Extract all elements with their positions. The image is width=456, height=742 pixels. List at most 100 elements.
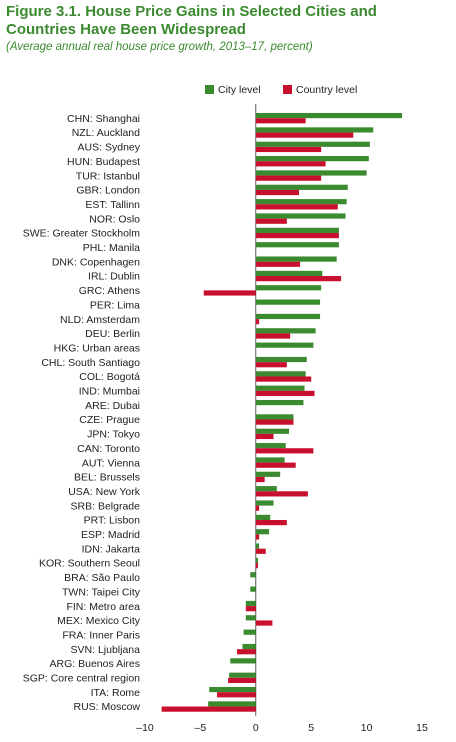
category-label-4: TUR: Istanbul (76, 170, 140, 182)
category-label-21: CZE: Prague (79, 414, 140, 426)
category-label-3: HUN: Budapest (67, 156, 140, 168)
category-label-5: GBR: London (76, 185, 140, 197)
bar-city-25 (255, 471, 281, 477)
category-label-18: COL: Bogotá (79, 371, 140, 383)
category-label-39: SGP: Core central region (23, 673, 140, 685)
bar-city-16 (255, 342, 314, 348)
bar-city-40 (209, 686, 256, 693)
bar-country-12 (203, 290, 256, 296)
category-label-2: AUS: Sydney (78, 142, 141, 154)
category-label-36: FRA: Inner Paris (62, 629, 140, 641)
category-label-25: BEL: Brussels (74, 472, 140, 484)
bar-city-35 (245, 615, 256, 621)
bar-city-0 (255, 112, 403, 119)
bar-country-11 (255, 276, 342, 282)
chart-title: Figure 3.1. House Price Gains in Selecte… (6, 3, 452, 39)
bar-city-26 (255, 486, 277, 492)
category-label-9: PHL: Manila (83, 242, 140, 254)
category-label-41: RUS: Moscow (73, 701, 140, 713)
bar-country-6 (255, 204, 338, 210)
bar-city-17 (255, 356, 307, 363)
legend-label-0: City level (218, 84, 261, 96)
bar-city-18 (255, 371, 306, 377)
x-axis-ticks: –10 –5 0 5 10 15 (136, 722, 428, 734)
bar-country-4 (255, 175, 322, 181)
bar-city-38 (230, 658, 256, 664)
bar-country-39 (228, 677, 256, 684)
bar-country-28 (255, 519, 287, 526)
legend-swatch-1 (283, 85, 292, 94)
bar-country-25 (255, 476, 265, 483)
bar-country-14 (255, 319, 260, 325)
x-tick-label-2: 0 (253, 722, 259, 734)
bar-country-40 (217, 692, 256, 698)
category-label-11: IRL: Dublin (88, 271, 140, 283)
bar-country-17 (255, 362, 287, 368)
bar-country-5 (255, 189, 300, 196)
category-label-16: HKG: Urban areas (54, 342, 140, 354)
category-label-33: TWN: Taipei City (62, 586, 141, 598)
category-label-13: PER: Lima (90, 299, 140, 311)
chart-subtitle: (Average annual real house price growth,… (6, 41, 313, 53)
category-label-17: CHL: South Santiago (41, 357, 140, 369)
category-label-15: DEU: Berlin (85, 328, 140, 340)
bar-country-15 (255, 333, 291, 339)
legend-swatch-0 (205, 85, 214, 94)
chart-title-line2: Countries Have Been Widespread (6, 21, 246, 38)
category-label-37: SVN: Ljubljana (71, 644, 141, 656)
bar-city-12 (255, 285, 322, 291)
x-tick-label-3: 5 (308, 722, 314, 734)
bar-city-7 (255, 213, 346, 219)
x-tick-label-4: 10 (361, 722, 373, 734)
bar-city-2 (255, 141, 370, 147)
bar-city-3 (255, 156, 369, 162)
bar-city-32 (250, 572, 256, 578)
bar-country-19 (255, 390, 315, 397)
chart-title-line1: Figure 3.1. House Price Gains in Selecte… (6, 3, 377, 20)
bar-city-34 (245, 600, 256, 607)
bar-city-6 (255, 199, 347, 205)
category-labels: CHN: Shanghai NZL: Auckland AUS: Sydney HUN… (23, 113, 141, 713)
bar-city-22 (255, 428, 290, 434)
bar-country-26 (255, 491, 308, 497)
bar-city-27 (255, 500, 274, 506)
bar-country-29 (255, 534, 260, 540)
category-label-12: GRC: Athens (79, 285, 140, 297)
bar-city-19 (255, 385, 305, 391)
bar-city-30 (255, 543, 260, 549)
bar-country-31 (255, 563, 259, 569)
bar-city-14 (255, 313, 321, 320)
bar-city-5 (255, 184, 348, 190)
bar-country-37 (236, 649, 256, 655)
category-label-28: PRT: Lisbon (84, 515, 141, 527)
category-label-29: ESP: Madrid (81, 529, 140, 541)
category-label-32: BRA: São Paulo (64, 572, 140, 584)
bar-city-9 (255, 242, 339, 248)
bar-city-8 (255, 227, 339, 233)
category-label-30: IDN: Jakarta (82, 543, 141, 555)
category-label-0: CHN: Shanghai (67, 113, 140, 125)
bar-city-21 (255, 414, 294, 420)
bar-city-1 (255, 127, 374, 133)
bar-country-2 (255, 146, 322, 153)
legend: City level Country level (205, 84, 357, 96)
bar-country-24 (255, 462, 296, 468)
bar-country-21 (255, 419, 294, 425)
bar-country-34 (245, 606, 256, 612)
bar-city-33 (250, 586, 256, 592)
bar-country-18 (255, 376, 312, 382)
bar-country-23 (255, 448, 314, 454)
bar-city-13 (255, 299, 321, 305)
category-label-26: USA: New York (68, 486, 141, 498)
category-label-40: ITA: Rome (91, 687, 141, 699)
bar-city-31 (255, 557, 259, 564)
bar-city-10 (255, 256, 337, 262)
bar-city-36 (243, 629, 256, 635)
bar-country-3 (255, 161, 326, 167)
category-label-10: DNK: Copenhagen (52, 256, 140, 268)
category-label-20: ARE: Dubai (85, 400, 140, 412)
category-label-24: AUT: Vienna (82, 457, 140, 469)
category-label-6: EST: Tallinn (85, 199, 140, 211)
category-label-34: FIN: Metro area (66, 601, 140, 613)
bar-city-20 (255, 399, 304, 406)
